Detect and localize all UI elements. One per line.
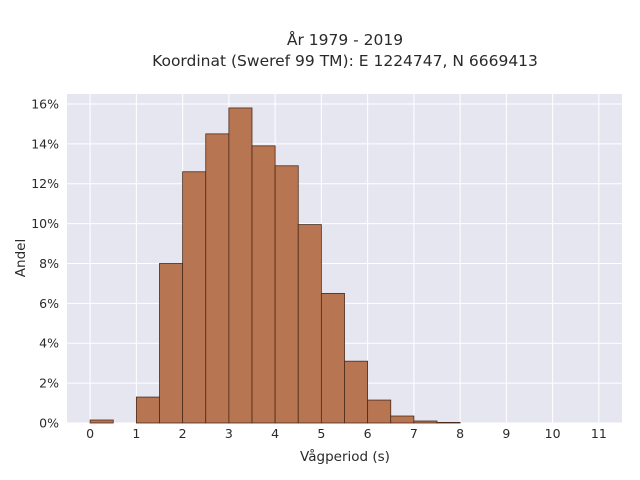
x-tick-label: 6 (364, 426, 372, 441)
x-tick-label: 8 (456, 426, 464, 441)
y-tick-label: 10% (31, 216, 59, 231)
bar-13 (390, 415, 415, 424)
y-tick-label: 8% (39, 256, 59, 271)
bar-4 (182, 171, 207, 424)
x-tick-label: 1 (132, 426, 140, 441)
y-tick-label: 0% (39, 416, 59, 431)
bar-12 (367, 399, 392, 424)
bar-0 (89, 419, 114, 424)
x-tick-label: 4 (271, 426, 279, 441)
bar-14 (413, 420, 438, 424)
y-axis-ticks: 0% 2% 4% 6% 8% 10% 12% 14% 16% (31, 96, 59, 430)
x-axis-ticks: 0 1 2 3 4 5 6 7 8 9 10 11 (86, 426, 607, 441)
x-tick-label: 9 (502, 426, 510, 441)
chart-title-line-1: År 1979 - 2019 (287, 30, 403, 49)
bar-10 (320, 292, 345, 424)
bars (89, 107, 461, 424)
x-tick-label: 3 (225, 426, 233, 441)
x-tick-label: 11 (591, 426, 607, 441)
bar-3 (159, 263, 184, 424)
y-tick-label: 14% (31, 136, 59, 151)
y-axis-title: Andel (13, 239, 29, 277)
x-tick-label: 10 (545, 426, 561, 441)
bar-15 (436, 422, 461, 424)
bar-2 (135, 396, 160, 424)
x-tick-label: 0 (86, 426, 94, 441)
y-tick-label: 4% (39, 336, 59, 351)
chart-title-line-2: Koordinat (Sweref 99 TM): E 1224747, N 6… (152, 52, 538, 70)
bar-11 (344, 360, 369, 424)
x-tick-label: 7 (410, 426, 418, 441)
bar-5 (205, 133, 230, 424)
y-tick-label: 6% (39, 296, 59, 311)
y-tick-label: 16% (31, 96, 59, 111)
x-tick-label: 5 (317, 426, 325, 441)
bar-8 (274, 165, 299, 424)
bar-6 (228, 107, 253, 424)
y-tick-label: 2% (39, 376, 59, 391)
x-tick-label: 2 (179, 426, 187, 441)
x-axis-title: Vågperiod (s) (300, 448, 390, 465)
bar-7 (251, 145, 276, 424)
y-tick-label: 12% (31, 176, 59, 191)
bar-9 (297, 224, 322, 424)
